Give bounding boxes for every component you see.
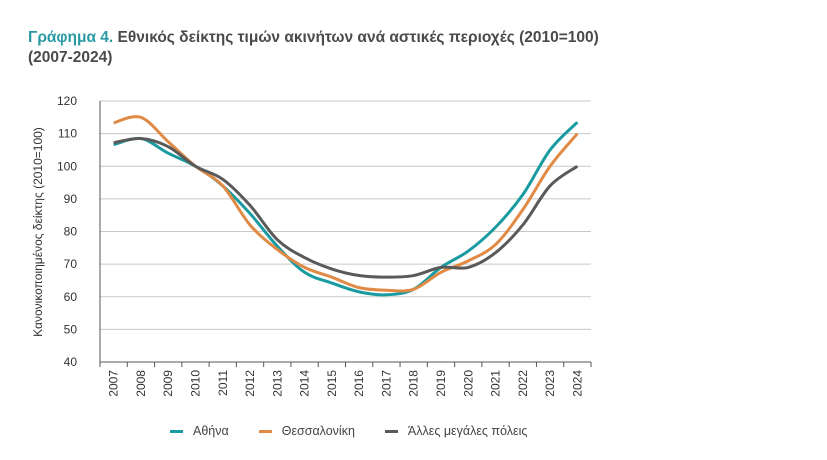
x-tick-label: 2021 [489, 370, 503, 397]
y-tick-label: 50 [64, 322, 78, 336]
x-tick-label: 2013 [270, 370, 284, 397]
legend-label-other-cities: Άλλες μεγάλες πόλεις [407, 424, 528, 438]
x-tick-label: 2012 [243, 370, 257, 397]
legend-label-athens: Αθήνα [193, 424, 229, 438]
x-tick-label: 2018 [407, 370, 421, 397]
chart-title-lead: Γράφημα 4. [28, 29, 114, 46]
x-tick-label: 2008 [134, 370, 148, 397]
x-tick-label: 2014 [298, 370, 312, 397]
y-tick-label: 120 [57, 94, 77, 108]
x-tick-label: 2017 [379, 370, 393, 397]
y-tick-label: 60 [64, 290, 78, 304]
y-axis-title: Κανονικοποιημένος δείκτης (2010=100) [31, 127, 45, 337]
y-tick-label: 80 [64, 225, 78, 239]
y-tick-label: 40 [64, 355, 78, 369]
x-tick-label: 2020 [461, 370, 475, 397]
series-line-athens [113, 121, 579, 297]
legend-item-thessaloniki: Θεσσαλονίκη [258, 424, 355, 438]
chart-title-text: Εθνικός δείκτης τιμών ακινήτων ανά αστικ… [28, 29, 599, 66]
y-tick-label: 70 [64, 257, 78, 271]
x-tick-label: 2011 [216, 370, 230, 396]
legend-item-other-cities: Άλλες μεγάλες πόλεις [384, 424, 528, 438]
x-tick-label: 2010 [188, 370, 202, 397]
x-tick-label: 2019 [434, 370, 448, 397]
series-line-thessaloniki [113, 115, 579, 293]
x-tick-label: 2009 [161, 370, 175, 397]
gridlines [100, 100, 591, 330]
x-tick-label: 2024 [570, 370, 584, 397]
series-line-other-cities [113, 136, 579, 279]
series-lines [113, 115, 579, 297]
legend-swatch-thessaloniki [258, 429, 272, 433]
legend-swatch-athens [170, 429, 183, 433]
x-tick-label: 2015 [325, 370, 339, 397]
x-tick-label: 2016 [352, 370, 366, 397]
x-tick-label: 2007 [107, 370, 121, 397]
y-tick-label: 90 [64, 192, 78, 206]
y-axis-tick-labels: 40 50 60 70 80 90 100 110 120 [57, 94, 77, 369]
legend-label-thessaloniki: Θεσσαλονίκη [281, 424, 355, 438]
legend-item-athens: Αθήνα [170, 424, 229, 438]
legend: Αθήνα Θεσσαλονίκη Άλλες μεγάλες πόλεις [170, 424, 527, 438]
x-tick-label: 2023 [543, 370, 557, 397]
y-tick-label: 110 [58, 127, 77, 141]
legend-swatch-other-cities [384, 429, 398, 433]
chart-title: Γράφημα 4. Εθνικός δείκτης τιμών ακινήτω… [28, 28, 628, 68]
x-axis: 2007 2008 2009 2010 2011 2012 2013 2014 2015 2016… [99, 101, 592, 397]
y-tick-label: 100 [57, 159, 77, 173]
x-tick-label: 2022 [516, 370, 530, 397]
